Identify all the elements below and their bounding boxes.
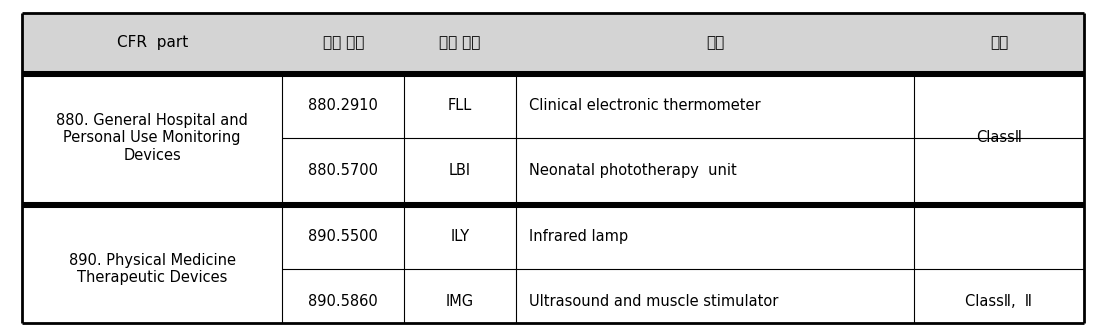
Text: Infrared lamp: Infrared lamp — [529, 228, 628, 244]
Text: 등급: 등급 — [990, 35, 1008, 50]
Text: CFR  part: CFR part — [116, 35, 188, 50]
Text: 880. General Hospital and
Personal Use Monitoring
Devices: 880. General Hospital and Personal Use M… — [56, 113, 248, 163]
Text: 880.2910: 880.2910 — [309, 97, 378, 113]
Text: LBI: LBI — [449, 163, 471, 178]
Text: 890.5500: 890.5500 — [309, 228, 378, 244]
Text: Neonatal phototherapy  unit: Neonatal phototherapy unit — [529, 163, 737, 178]
Text: ClassⅡ: ClassⅡ — [975, 130, 1022, 145]
Bar — [22, 13, 1084, 72]
Text: Clinical electronic thermometer: Clinical electronic thermometer — [529, 97, 761, 113]
Text: ILY: ILY — [450, 228, 470, 244]
Text: 분류 규정: 분류 규정 — [323, 35, 364, 50]
Text: ClassⅡ,  Ⅱ: ClassⅡ, Ⅱ — [966, 294, 1032, 309]
Text: 명칭: 명칭 — [706, 35, 724, 50]
Text: 890.5860: 890.5860 — [309, 294, 378, 309]
Text: 880.5700: 880.5700 — [309, 163, 378, 178]
Text: 제품 코드: 제품 코드 — [439, 35, 481, 50]
Text: IMG: IMG — [446, 294, 474, 309]
Text: 890. Physical Medicine
Therapeutic Devices: 890. Physical Medicine Therapeutic Devic… — [69, 253, 236, 285]
Text: Ultrasound and muscle stimulator: Ultrasound and muscle stimulator — [529, 294, 779, 309]
Text: FLL: FLL — [448, 97, 472, 113]
